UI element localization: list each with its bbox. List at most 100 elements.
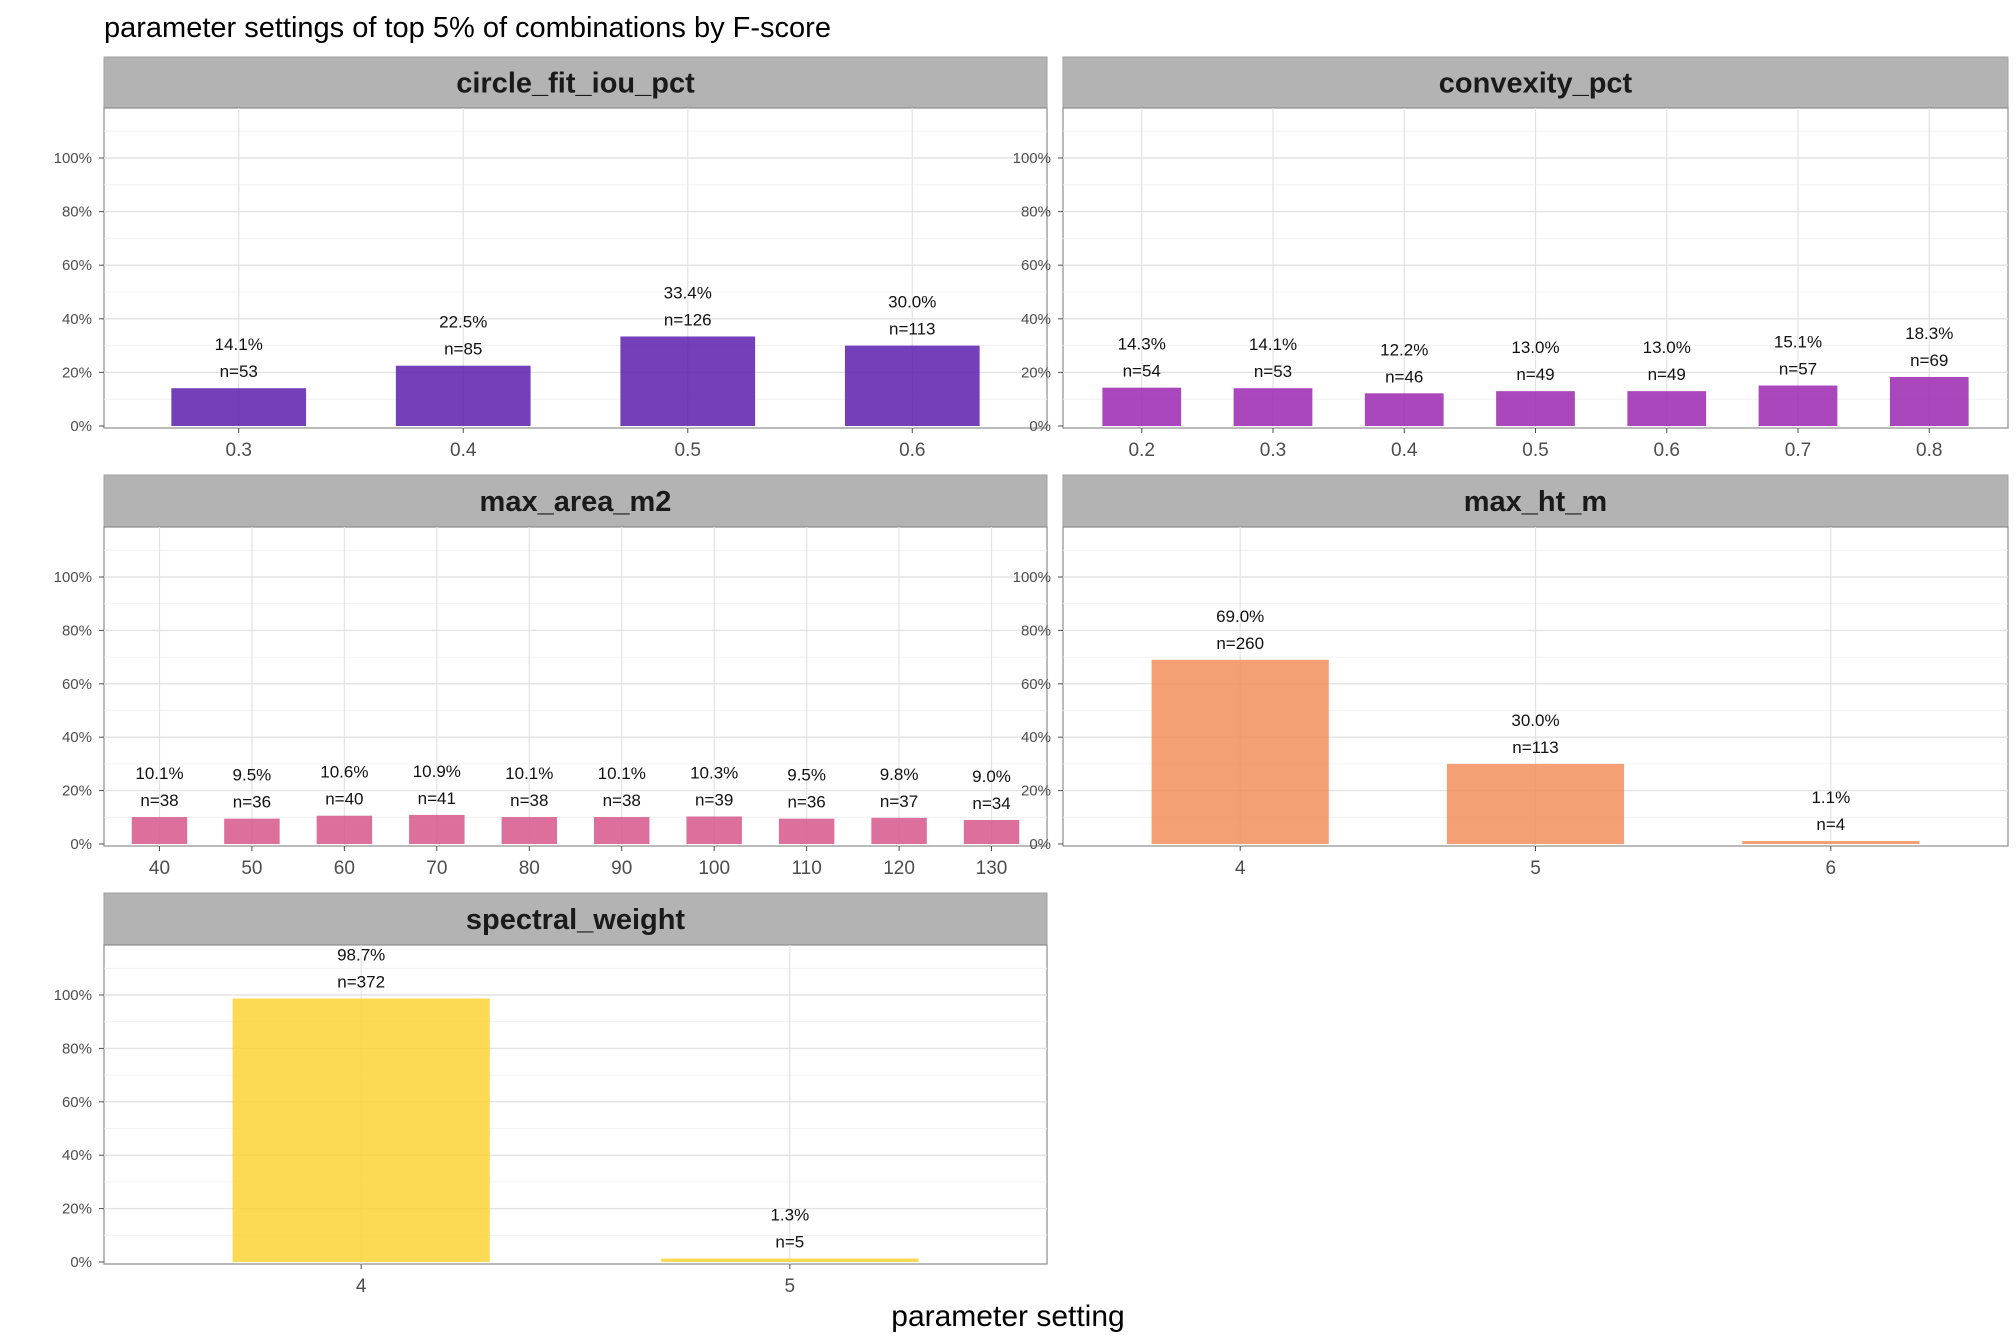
panel-spectral-weight: spectral_weight 0% 20% 40% 60% 80% 100% 98.7% n=… xyxy=(54,892,1048,1297)
bar-percent-label: 13.0% xyxy=(1511,338,1559,357)
bar-percent-label: 22.5% xyxy=(439,313,487,332)
bar-count-label: n=260 xyxy=(1216,634,1264,653)
bar xyxy=(778,818,835,844)
x-tick-label: 70 xyxy=(426,858,447,879)
panel-circle-fit-iou-pct: circle_fit_iou_pct 0% 20% 40% 60% 80% 100% 14.1… xyxy=(54,56,1048,461)
bar-count-label: n=85 xyxy=(444,340,482,359)
bar xyxy=(1151,659,1329,844)
y-tick-label: 100% xyxy=(54,569,92,586)
bar-count-label: n=37 xyxy=(880,792,918,811)
bar-count-label: n=41 xyxy=(418,789,456,808)
x-tick-label: 120 xyxy=(883,858,915,879)
x-tick-label: 0.6 xyxy=(1654,440,1680,461)
x-tick-label: 0.3 xyxy=(226,440,252,461)
bar-count-label: n=4 xyxy=(1816,815,1845,834)
bar xyxy=(1627,391,1707,426)
bar-percent-label: 9.0% xyxy=(972,767,1011,786)
bar-count-label: n=69 xyxy=(1910,351,1948,370)
facet-strip xyxy=(103,474,1048,528)
bar-count-label: n=49 xyxy=(1648,365,1686,384)
y-tick-label: 40% xyxy=(62,729,92,746)
bar xyxy=(501,817,558,844)
bar-percent-label: 10.1% xyxy=(135,764,183,783)
x-tick-label: 4 xyxy=(1235,858,1246,879)
bar-percent-label: 9.8% xyxy=(880,765,919,784)
bar-count-label: n=5 xyxy=(775,1233,804,1252)
x-tick-label: 5 xyxy=(1530,858,1541,879)
bar-percent-label: 1.1% xyxy=(1811,788,1850,807)
facet-strip-label: convexity_pct xyxy=(1439,68,1633,100)
facet-strip-label: max_area_m2 xyxy=(480,486,672,518)
y-tick-label: 60% xyxy=(62,676,92,693)
x-tick-label: 5 xyxy=(785,1276,796,1297)
bar-percent-label: 14.1% xyxy=(215,335,263,354)
y-tick-label: 60% xyxy=(62,1094,92,1111)
x-tick-label: 0.5 xyxy=(1522,440,1548,461)
x-tick-label: 0.2 xyxy=(1129,440,1155,461)
bar xyxy=(661,1258,919,1262)
x-axis-label: parameter setting xyxy=(891,1300,1125,1333)
y-tick-label: 100% xyxy=(54,987,92,1004)
bar-percent-label: 13.0% xyxy=(1643,338,1691,357)
bar-count-label: n=113 xyxy=(889,320,935,339)
x-tick-label: 0.4 xyxy=(450,440,477,461)
bar-percent-label: 10.1% xyxy=(505,764,553,783)
bar xyxy=(620,336,756,426)
facet-strip xyxy=(103,56,1048,109)
facet-strip-label: spectral_weight xyxy=(466,904,686,936)
bar-count-label: n=57 xyxy=(1779,360,1817,379)
y-tick-label: 60% xyxy=(62,257,92,274)
facet-strip-label: circle_fit_iou_pct xyxy=(456,68,695,100)
bar-count-label: n=113 xyxy=(1512,738,1558,757)
bar xyxy=(963,819,1020,844)
x-tick-label: 0.6 xyxy=(899,440,925,461)
x-tick-label: 0.4 xyxy=(1391,440,1418,461)
y-tick-label: 100% xyxy=(1013,569,1051,586)
bar-percent-label: 69.0% xyxy=(1216,607,1264,626)
bar xyxy=(1233,388,1313,426)
y-tick-label: 100% xyxy=(1013,150,1051,167)
y-tick-label: 80% xyxy=(62,204,92,221)
x-tick-label: 50 xyxy=(241,858,262,879)
y-tick-label: 20% xyxy=(1021,364,1051,381)
bar-percent-label: 9.5% xyxy=(233,766,272,785)
x-tick-label: 90 xyxy=(611,858,632,879)
y-tick-label: 20% xyxy=(62,364,92,381)
bar-count-label: n=372 xyxy=(337,972,385,991)
bar xyxy=(1364,393,1444,426)
bar xyxy=(131,817,188,844)
bar-percent-label: 10.3% xyxy=(690,763,738,782)
y-tick-label: 40% xyxy=(1021,729,1051,746)
facet-strip xyxy=(1062,474,2009,528)
bar-percent-label: 14.1% xyxy=(1249,335,1297,354)
x-tick-label: 4 xyxy=(356,1276,367,1297)
x-tick-label: 80 xyxy=(519,858,540,879)
bar-count-label: n=40 xyxy=(325,790,363,809)
bar-percent-label: 33.4% xyxy=(664,283,712,302)
x-tick-label: 0.5 xyxy=(675,440,701,461)
bar-percent-label: 1.3% xyxy=(770,1206,809,1225)
bar-count-label: n=38 xyxy=(603,791,641,810)
panel-convexity-pct: convexity_pct 0% 20% 40% 60% 80% 100% 14.3% n=54… xyxy=(1013,56,2009,461)
y-tick-label: 40% xyxy=(62,311,92,328)
bar xyxy=(224,818,280,844)
y-tick-label: 100% xyxy=(54,150,92,167)
y-tick-label: 0% xyxy=(70,1254,92,1271)
bar-count-label: n=49 xyxy=(1516,365,1554,384)
bar xyxy=(1102,387,1182,426)
bar-count-label: n=38 xyxy=(510,791,548,810)
bar-count-label: n=46 xyxy=(1385,367,1423,386)
bar-percent-label: 30.0% xyxy=(1511,711,1559,730)
bar-count-label: n=36 xyxy=(787,793,825,812)
panel-max-area-m2: max_area_m2 0% 20% 40% 60% 80% 100% 10.1% n=38 40… xyxy=(54,474,1048,879)
y-tick-label: 80% xyxy=(1021,204,1051,221)
bar-percent-label: 14.3% xyxy=(1118,335,1166,354)
facet-strip-label: max_ht_m xyxy=(1464,486,1607,518)
plot-area xyxy=(103,526,1048,847)
bar-percent-label: 12.2% xyxy=(1380,340,1428,359)
y-tick-label: 40% xyxy=(62,1147,92,1164)
bar xyxy=(1742,841,1920,844)
bar-count-label: n=36 xyxy=(233,793,271,812)
bar-count-label: n=54 xyxy=(1123,362,1161,381)
